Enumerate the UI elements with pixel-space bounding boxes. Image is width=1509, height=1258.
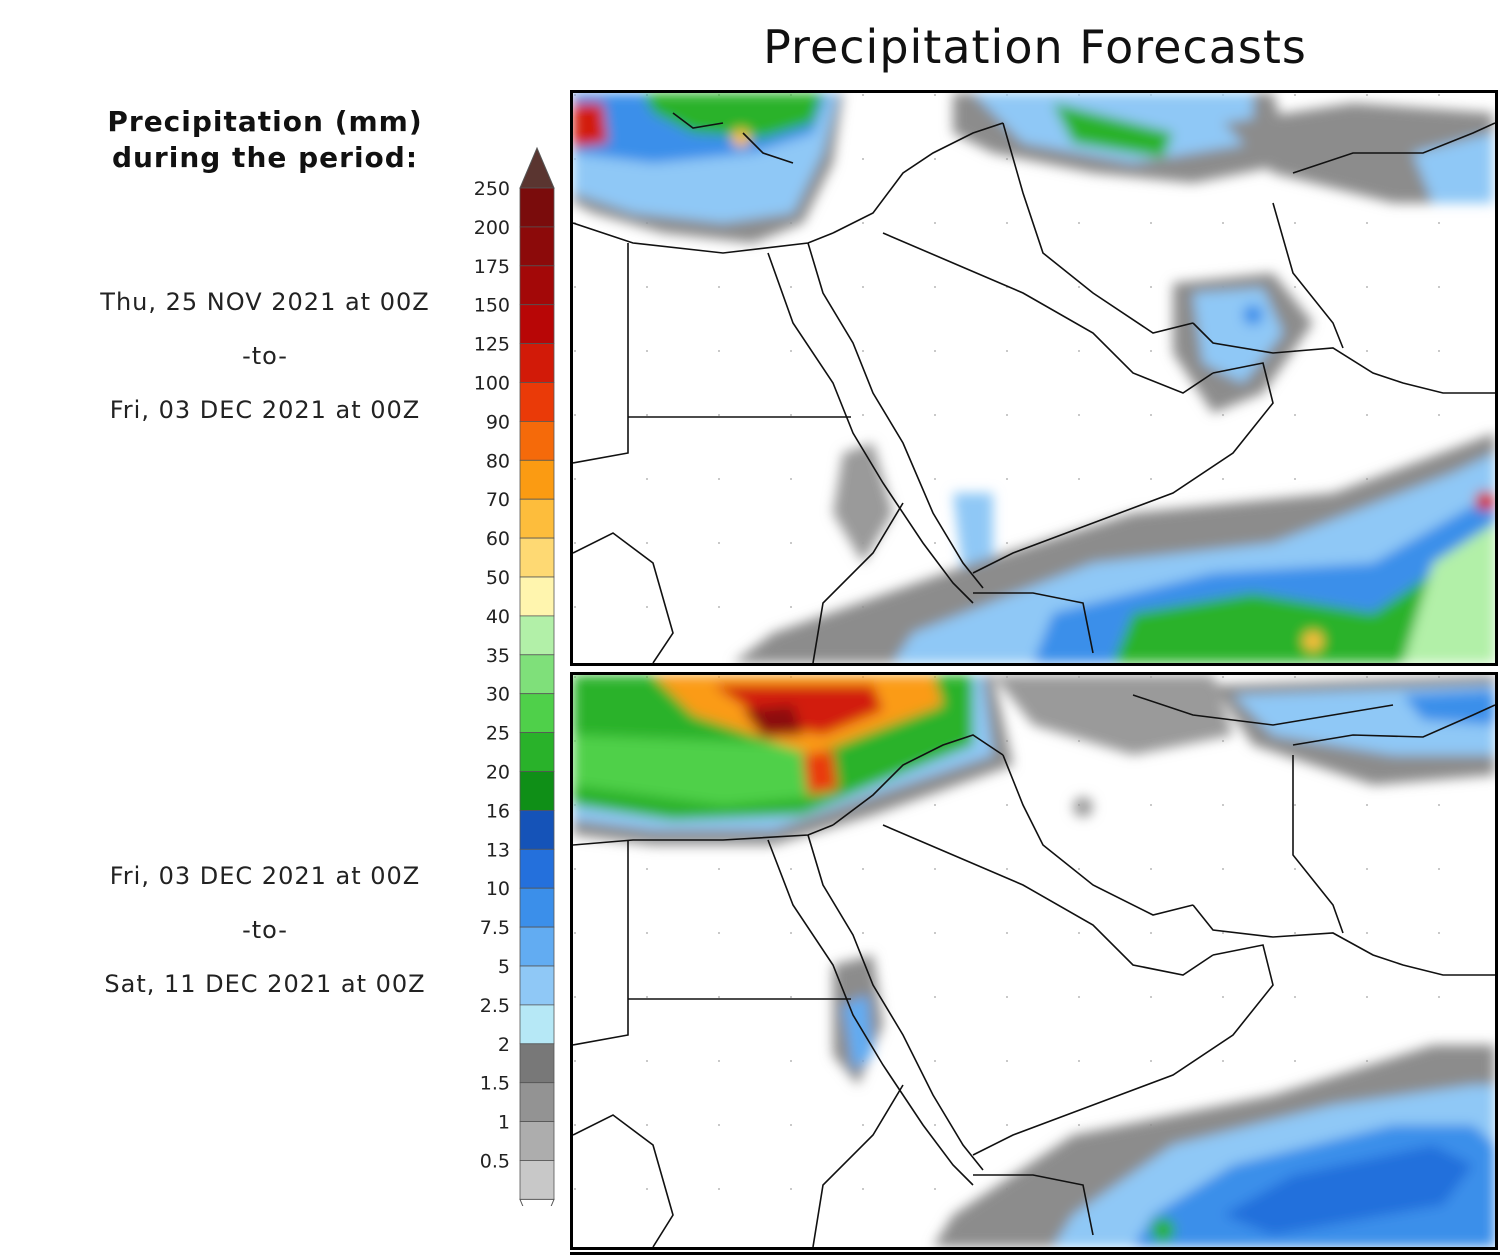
colorbar-swatch [519,693,555,734]
colorbar-swatch [519,382,555,422]
colorbar-tick-label: 16 [486,800,510,822]
colorbar-tick-label: 10 [486,878,510,900]
colorbar-tick-label: 80 [486,450,510,472]
period-1-start: Thu, 25 NOV 2021 at 00Z [100,288,430,316]
colorbar-top-arrow [519,146,555,189]
colorbar-tick-label: 20 [486,762,510,784]
colorbar-swatch [519,732,555,772]
colorbar-swatch [519,848,555,889]
colorbar-tick-label: 13 [486,839,510,861]
forecast-map-panel-2 [570,672,1498,1250]
colorbar-swatch [519,965,555,1006]
colorbar-tick-label: 5 [498,956,510,978]
colorbar-swatch [519,537,555,578]
colorbar-tick-label: 2.5 [480,995,510,1017]
colorbar-bottom-arrow [519,1198,555,1206]
colorbar-tick-label: 125 [474,334,510,356]
colorbar-tick-label: 1 [498,1112,510,1134]
colorbar-tick-label: 150 [474,295,510,317]
colorbar-swatch [519,615,555,656]
page-title: Precipitation Forecasts [763,20,1307,74]
colorbar-swatch [519,887,555,928]
colorbar-swatch [519,1082,555,1123]
colorbar-swatch [519,187,555,228]
period-2-end: Sat, 11 DEC 2021 at 00Z [104,970,426,998]
country-borders-panel-2 [573,694,1495,1247]
colorbar-swatch [519,926,555,967]
colorbar-swatch [519,265,555,306]
colorbar-tick-label: 90 [486,411,510,433]
colorbar-swatch [519,226,555,267]
precip-field-panel-2 [573,675,1495,1247]
colorbar-tick-label: 250 [474,178,510,200]
country-borders-panel-1 [573,112,1495,663]
colorbar-swatch [519,459,555,500]
colorbar-swatch [519,1121,555,1161]
colorbar-swatch [519,576,555,617]
colorbar-tick-label: 0.5 [480,1151,510,1173]
colorbar-swatch [519,498,555,539]
colorbar-swatch [519,1043,555,1084]
colorbar-tick-label: 25 [486,723,510,745]
period-2-separator: -to- [242,916,288,944]
legend-title: Precipitation (mm) during the period: [60,104,470,176]
legend-title-line1: Precipitation (mm) [107,105,423,138]
colorbar-tick-label: 40 [486,606,510,628]
bottom-rule [570,1252,1500,1255]
colorbar-tick-label: 70 [486,489,510,511]
colorbar-swatch [519,810,555,850]
colorbar-swatch [519,1160,555,1200]
period-1-end: Fri, 03 DEC 2021 at 00Z [109,396,421,424]
colorbar-tick-label: 50 [486,567,510,589]
colorbar-tick-label: 175 [474,256,510,278]
forecast-map-panel-1 [570,90,1498,666]
colorbar-swatch [519,1004,555,1045]
precipitation-colorbar: 2502001751501251009080706050403530252016… [474,146,555,1206]
colorbar-tick-label: 35 [486,645,510,667]
colorbar-swatch [519,304,555,344]
colorbar-tick-label: 1.5 [480,1073,510,1095]
colorbar-tick-label: 7.5 [480,917,510,939]
colorbar-swatch [519,343,555,383]
colorbar-tick-label: 30 [486,684,510,706]
colorbar-tick-label: 200 [474,217,510,239]
colorbar-swatch [519,420,555,461]
colorbar-swatch [519,654,555,695]
colorbar-swatch [519,771,555,811]
period-2-start: Fri, 03 DEC 2021 at 00Z [109,862,421,890]
legend-title-line2: during the period: [111,141,419,174]
colorbar-tick-label: 2 [498,1034,510,1056]
period-1-separator: -to- [242,342,288,370]
colorbar-tick-label: 60 [486,528,510,550]
colorbar-tick-label: 100 [474,373,510,395]
